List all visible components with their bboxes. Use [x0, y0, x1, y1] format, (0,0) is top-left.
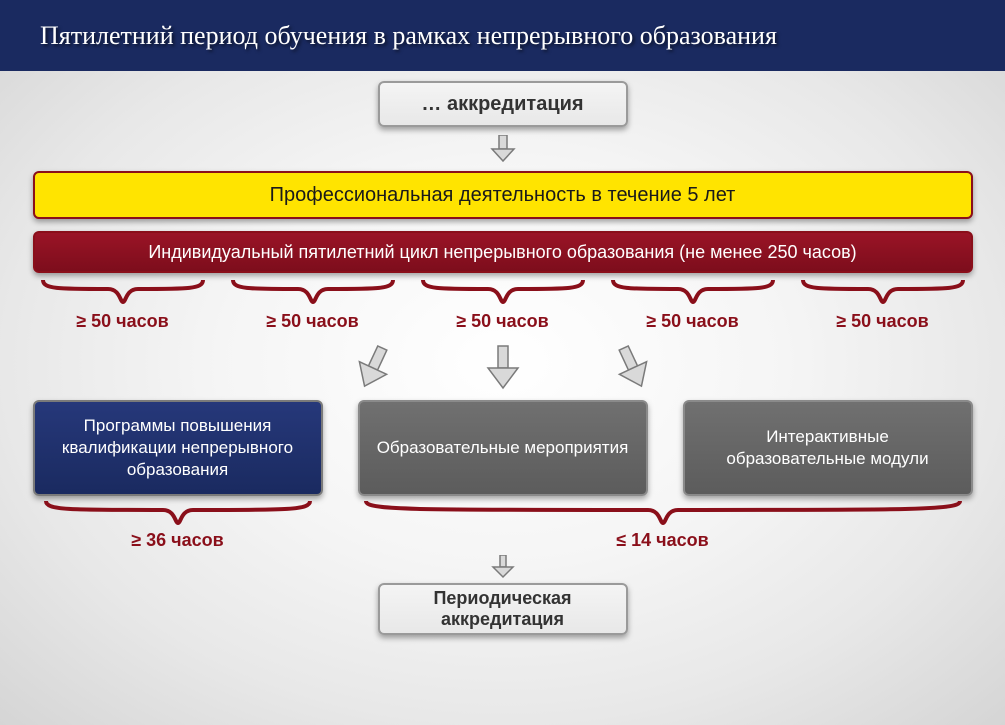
box-professional-activity: Профессиональная деятельность в течение … [33, 171, 973, 219]
brace-down-icon [418, 277, 588, 307]
hours-segment: ≥ 50 часов [33, 277, 213, 332]
box-label: Программы повышения квалификации непреры… [49, 415, 307, 481]
triple-boxes-row: Программы повышения квалификации непреры… [33, 400, 973, 496]
hours-segment: ≥ 50 часов [793, 277, 973, 332]
slide-title: Пятилетний период обучения в рамках непр… [40, 18, 965, 53]
slide-header: Пятилетний период обучения в рамках непр… [0, 0, 1005, 71]
box-periodic-accreditation: Периодическая аккредитация [378, 583, 628, 635]
box-label: Профессиональная деятельность в течение … [270, 184, 736, 207]
brace-down-icon [228, 277, 398, 307]
three-arrows-row [33, 344, 973, 392]
box-educational-events: Образовательные мероприятия [358, 400, 648, 496]
brace-down-icon [358, 498, 968, 528]
hours-segment: ≥ 50 часов [413, 277, 593, 332]
hours-label: ≥ 50 часов [836, 311, 928, 332]
box-label: … аккредитация [421, 93, 583, 116]
hours-label: ≤ 14 часов [616, 530, 708, 551]
arrow-down-left-icon [348, 344, 398, 392]
arrow-down-icon [490, 555, 516, 579]
box-qualification-programs: Программы повышения квалификации непреры… [33, 400, 323, 496]
box-label: Образовательные мероприятия [377, 437, 629, 459]
arrow-down-icon [478, 344, 528, 392]
hours-segment: ≥ 50 часов [223, 277, 403, 332]
diagram-content: … аккредитация Профессиональная деятельн… [0, 71, 1005, 635]
bracket-36-hours: ≥ 36 часов [33, 498, 323, 551]
brace-down-icon [798, 277, 968, 307]
hours-brackets-row: ≥ 50 часов ≥ 50 часов ≥ 50 часов ≥ 50 ча… [33, 277, 973, 332]
hours-label: ≥ 50 часов [76, 311, 168, 332]
arrow-down-right-icon [608, 344, 658, 392]
box-label: Периодическая аккредитация [380, 588, 626, 631]
hours-segment: ≥ 50 часов [603, 277, 783, 332]
brace-down-icon [38, 277, 208, 307]
box-label: Интерактивные образовательные модули [699, 426, 957, 470]
bracket-14-hours: ≤ 14 часов [353, 498, 973, 551]
brace-down-icon [38, 498, 318, 528]
bottom-brackets-row: ≥ 36 часов ≤ 14 часов [33, 498, 973, 551]
hours-label: ≥ 50 часов [646, 311, 738, 332]
brace-down-icon [608, 277, 778, 307]
box-interactive-modules: Интерактивные образовательные модули [683, 400, 973, 496]
arrow-down-icon [488, 135, 518, 163]
box-accreditation-start: … аккредитация [378, 81, 628, 127]
box-label: Индивидуальный пятилетний цикл непрерывн… [148, 242, 856, 263]
hours-label: ≥ 36 часов [131, 530, 223, 551]
box-five-year-cycle: Индивидуальный пятилетний цикл непрерывн… [33, 231, 973, 273]
hours-label: ≥ 50 часов [456, 311, 548, 332]
hours-label: ≥ 50 часов [266, 311, 358, 332]
